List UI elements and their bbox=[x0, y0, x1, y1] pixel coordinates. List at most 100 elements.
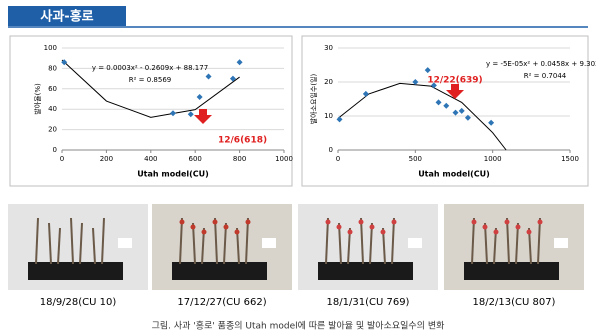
y-tick-label: 80 bbox=[48, 64, 57, 72]
photo-stick bbox=[192, 222, 196, 265]
photo-stick bbox=[537, 217, 541, 265]
photo-base bbox=[28, 262, 123, 280]
y-tick-label: 0 bbox=[53, 146, 57, 154]
photo-stick bbox=[214, 217, 218, 265]
y-axis-label: 발아소요일수(일) bbox=[309, 73, 318, 124]
y-tick-label: 10 bbox=[324, 112, 333, 120]
data-point bbox=[488, 119, 495, 126]
annotation-arrow bbox=[194, 109, 212, 124]
photo-bud bbox=[369, 224, 375, 230]
photo-caption: 18/2/13(CU 807) bbox=[473, 297, 556, 308]
photo-bud bbox=[493, 229, 499, 235]
y-tick-label: 100 bbox=[44, 44, 57, 52]
photo-bud bbox=[190, 224, 196, 230]
y-tick-label: 20 bbox=[48, 126, 57, 134]
annotation: 12/22(639) bbox=[427, 76, 482, 86]
data-point bbox=[424, 67, 431, 74]
photo-stick bbox=[179, 217, 183, 265]
y-tick-label: 40 bbox=[48, 105, 57, 113]
photo-row: 18/9/28(CU 10) 17/12/27(CU 662) 18/1/31(CU… bbox=[8, 204, 584, 308]
data-point bbox=[430, 82, 437, 89]
photo-stick bbox=[70, 217, 74, 265]
data-point bbox=[435, 99, 442, 106]
photo-bud bbox=[515, 224, 521, 230]
y-tick-label: 20 bbox=[324, 78, 333, 86]
data-point bbox=[61, 59, 68, 66]
data-point bbox=[196, 93, 203, 100]
x-tick-label: 0 bbox=[336, 155, 340, 163]
annotation-arrow bbox=[446, 84, 464, 99]
photo-bud bbox=[391, 219, 397, 225]
data-point bbox=[464, 114, 471, 121]
photo-bud bbox=[201, 229, 207, 235]
photo-stick bbox=[360, 217, 364, 265]
footer: 그림. 사과 '홍로' 품종의 Utah model에 따른 발아율 및 발아소… bbox=[152, 320, 445, 332]
photo-bud bbox=[482, 224, 488, 230]
data-point bbox=[187, 111, 194, 118]
photo-stick bbox=[369, 222, 373, 265]
x-tick-label: 1000 bbox=[275, 155, 293, 163]
trendline bbox=[61, 59, 240, 118]
photo-base bbox=[464, 262, 559, 280]
photo-bud bbox=[380, 229, 386, 235]
photo-bud bbox=[223, 224, 229, 230]
x-tick-label: 800 bbox=[233, 155, 246, 163]
x-tick-label: 500 bbox=[409, 155, 422, 163]
chart-frame bbox=[9, 35, 293, 187]
photo-bud bbox=[537, 219, 543, 225]
photo-tag bbox=[554, 238, 568, 248]
photo-stick bbox=[391, 217, 395, 265]
r-squared: R² = 0.8569 bbox=[129, 76, 171, 84]
photo-tag bbox=[408, 238, 422, 248]
photo-stick bbox=[92, 227, 96, 265]
photo-stick bbox=[48, 222, 52, 265]
chart-frame bbox=[301, 35, 589, 187]
data-point bbox=[362, 90, 369, 97]
photo-stick bbox=[506, 217, 510, 265]
photo-bud bbox=[347, 229, 353, 235]
data-point bbox=[336, 116, 343, 123]
photo-base bbox=[172, 262, 267, 280]
data-point bbox=[443, 102, 450, 109]
y-tick-label: 60 bbox=[48, 85, 57, 93]
photo-bud bbox=[234, 229, 240, 235]
photo-stick bbox=[515, 222, 519, 265]
data-point bbox=[412, 79, 419, 85]
x-axis-label: Utah model(CU) bbox=[137, 170, 209, 179]
data-point bbox=[170, 110, 176, 117]
equation: y = 0.0003x² - 0.2609x + 88.177 bbox=[92, 64, 208, 72]
photo-stick bbox=[471, 217, 475, 265]
photo-bud bbox=[471, 219, 477, 225]
x-tick-label: 600 bbox=[189, 155, 202, 163]
data-point bbox=[458, 107, 465, 114]
x-axis-label: Utah model(CU) bbox=[418, 170, 490, 179]
y-tick-label: 0 bbox=[329, 146, 333, 154]
photo-stick bbox=[223, 222, 227, 265]
y-axis-label: 발아율(%) bbox=[33, 83, 42, 115]
x-tick-label: 1000 bbox=[484, 155, 502, 163]
photo-caption: 17/12/27(CU 662) bbox=[177, 297, 266, 308]
data-point bbox=[236, 59, 243, 66]
data-point bbox=[205, 73, 212, 80]
annotation: 12/6(618) bbox=[218, 136, 267, 146]
photo-bud bbox=[325, 219, 331, 225]
photo-bud bbox=[526, 229, 532, 235]
photo-stick bbox=[57, 227, 61, 265]
x-tick-label: 1500 bbox=[561, 155, 579, 163]
photo-stick bbox=[484, 222, 488, 265]
photo-base bbox=[318, 262, 413, 280]
y-tick-label: 30 bbox=[324, 44, 333, 52]
photo-bud bbox=[245, 219, 251, 225]
title: 사과-홍로 bbox=[40, 9, 93, 25]
photo-tag bbox=[262, 238, 276, 248]
photo-caption: 18/1/31(CU 769) bbox=[327, 297, 410, 308]
photo-bud bbox=[358, 219, 364, 225]
photo-bud bbox=[336, 224, 342, 230]
photo-stick bbox=[35, 217, 39, 265]
title-badge bbox=[8, 6, 126, 26]
photo-bud bbox=[212, 219, 218, 225]
data-point bbox=[452, 109, 459, 116]
trendline bbox=[337, 82, 507, 151]
data-point bbox=[229, 75, 236, 82]
